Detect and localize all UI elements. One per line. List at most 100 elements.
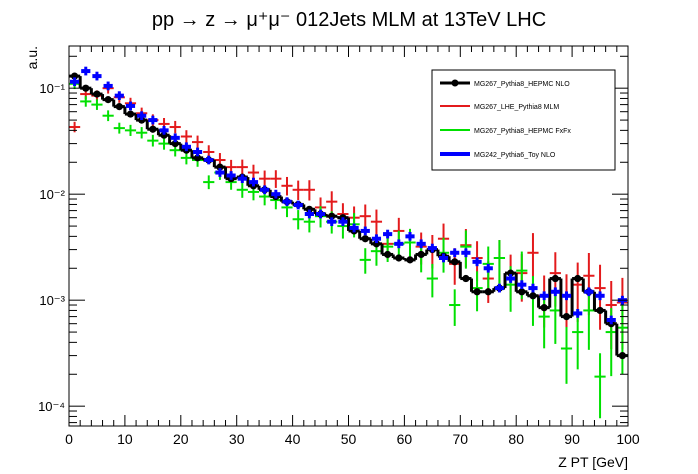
data-point: [449, 289, 461, 326]
data-point: [236, 182, 248, 198]
data-point: [237, 174, 247, 184]
data-point: [561, 291, 572, 301]
legend-label: MG242_Pythia6_Toy NLO: [474, 152, 556, 159]
data-point: [293, 200, 303, 210]
marker: [372, 240, 381, 248]
marker: [518, 288, 526, 296]
data-point: [383, 229, 393, 239]
marker: [93, 90, 101, 98]
data-point: [506, 274, 516, 283]
data-point: [405, 231, 415, 241]
data-point: [594, 306, 608, 324]
legend-marker-dot: [451, 79, 459, 87]
data-point: [539, 291, 549, 301]
data-point: [303, 180, 315, 201]
data-point: [327, 217, 337, 227]
x-tick-label: 70: [453, 431, 469, 447]
data-point: [360, 226, 370, 236]
legend-label: MG267_Pythia8_HEPMC FxFx: [474, 128, 571, 135]
marker: [160, 131, 168, 139]
data-point: [460, 274, 473, 292]
data-point: [102, 96, 116, 107]
marker: [104, 96, 112, 104]
data-point: [538, 278, 552, 312]
marker: [484, 288, 492, 296]
legend-entry-mg267-hepmc-fxfx: MG267_Pythia8_HEPMC FxFx: [440, 128, 571, 135]
marker: [596, 306, 604, 315]
legend-label: MG267_LHE_Pythia8 MLM: [474, 104, 559, 111]
marker: [82, 84, 90, 92]
data-point: [359, 235, 373, 244]
data-point: [204, 155, 214, 165]
data-point: [248, 177, 259, 187]
marker: [384, 250, 392, 259]
data-point: [170, 133, 180, 143]
y-tick-label: 10⁻⁴: [38, 399, 65, 414]
marker: [473, 288, 481, 296]
plot-content: [69, 66, 628, 419]
data-point: [91, 99, 103, 110]
x-tick-label: 20: [173, 431, 189, 447]
data-point: [595, 291, 605, 301]
data-point: [169, 120, 181, 134]
data-point: [236, 159, 248, 176]
data-point: [292, 210, 304, 230]
data-point: [148, 115, 158, 125]
data-point: [584, 287, 594, 297]
data-point: [517, 280, 527, 290]
data-point: [606, 315, 616, 325]
data-point: [528, 283, 538, 293]
x-tick-label: 60: [397, 431, 413, 447]
data-point: [226, 171, 236, 180]
marker: [328, 212, 336, 220]
y-axis-label: a.u.: [24, 46, 40, 69]
data-point: [549, 289, 561, 344]
data-point: [159, 125, 169, 135]
data-point: [191, 135, 204, 149]
legend-entry-mg267-hepmc-nlo: MG267_Pythia8_HEPMC NLO: [440, 79, 570, 88]
data-point: [371, 234, 382, 244]
marker: [216, 163, 224, 171]
data-point: [560, 327, 573, 384]
data-point: [315, 209, 326, 219]
marker: [126, 110, 135, 118]
data-point: [281, 176, 293, 196]
data-point: [326, 191, 338, 214]
data-point: [81, 66, 91, 76]
y-axis: 10⁻⁴ 10⁻³ 10⁻² 10⁻¹: [38, 55, 628, 424]
data-point: [573, 309, 583, 318]
marker: [149, 125, 157, 133]
data-point: [215, 168, 225, 177]
data-point: [214, 163, 228, 179]
marker: [529, 292, 537, 300]
marker: [70, 72, 79, 80]
y-tick-label: 10⁻³: [39, 293, 65, 308]
data-point: [292, 180, 304, 200]
x-tick-label: 40: [285, 431, 301, 447]
data-point: [192, 147, 203, 157]
x-axis: 0 10 20 30 40 50 60 70 80 90 100: [65, 46, 640, 447]
data-point: [113, 122, 125, 134]
marker: [417, 250, 425, 259]
marker: [395, 254, 403, 262]
x-tick-label: 90: [564, 431, 580, 447]
data-point: [103, 81, 113, 91]
data-point: [80, 96, 92, 107]
marker: [462, 274, 470, 283]
data-point: [416, 239, 426, 249]
data-point: [616, 303, 628, 375]
marker: [574, 274, 582, 283]
marker: [138, 116, 146, 124]
data-point: [560, 278, 574, 321]
marker: [361, 235, 369, 243]
data-point: [549, 274, 563, 317]
marker: [562, 312, 571, 321]
x-tick-label: 0: [65, 431, 73, 447]
marker: [305, 205, 313, 213]
data-point: [471, 288, 483, 296]
data-point: [181, 142, 191, 152]
data-point: [394, 239, 404, 249]
data-point: [338, 217, 348, 227]
data-point: [349, 223, 359, 233]
marker: [193, 154, 202, 162]
